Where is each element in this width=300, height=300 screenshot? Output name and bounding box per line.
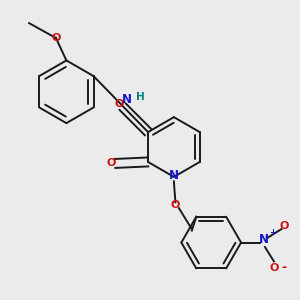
Text: H: H xyxy=(136,92,145,102)
Text: O: O xyxy=(51,33,61,43)
Text: N: N xyxy=(259,233,269,246)
Text: N: N xyxy=(169,169,179,182)
Text: O: O xyxy=(115,99,124,109)
Text: O: O xyxy=(171,200,180,210)
Text: +: + xyxy=(269,228,276,237)
Text: N: N xyxy=(122,93,132,106)
Text: O: O xyxy=(106,158,116,168)
Text: -: - xyxy=(282,262,287,275)
Text: O: O xyxy=(269,263,279,273)
Text: O: O xyxy=(280,221,289,231)
